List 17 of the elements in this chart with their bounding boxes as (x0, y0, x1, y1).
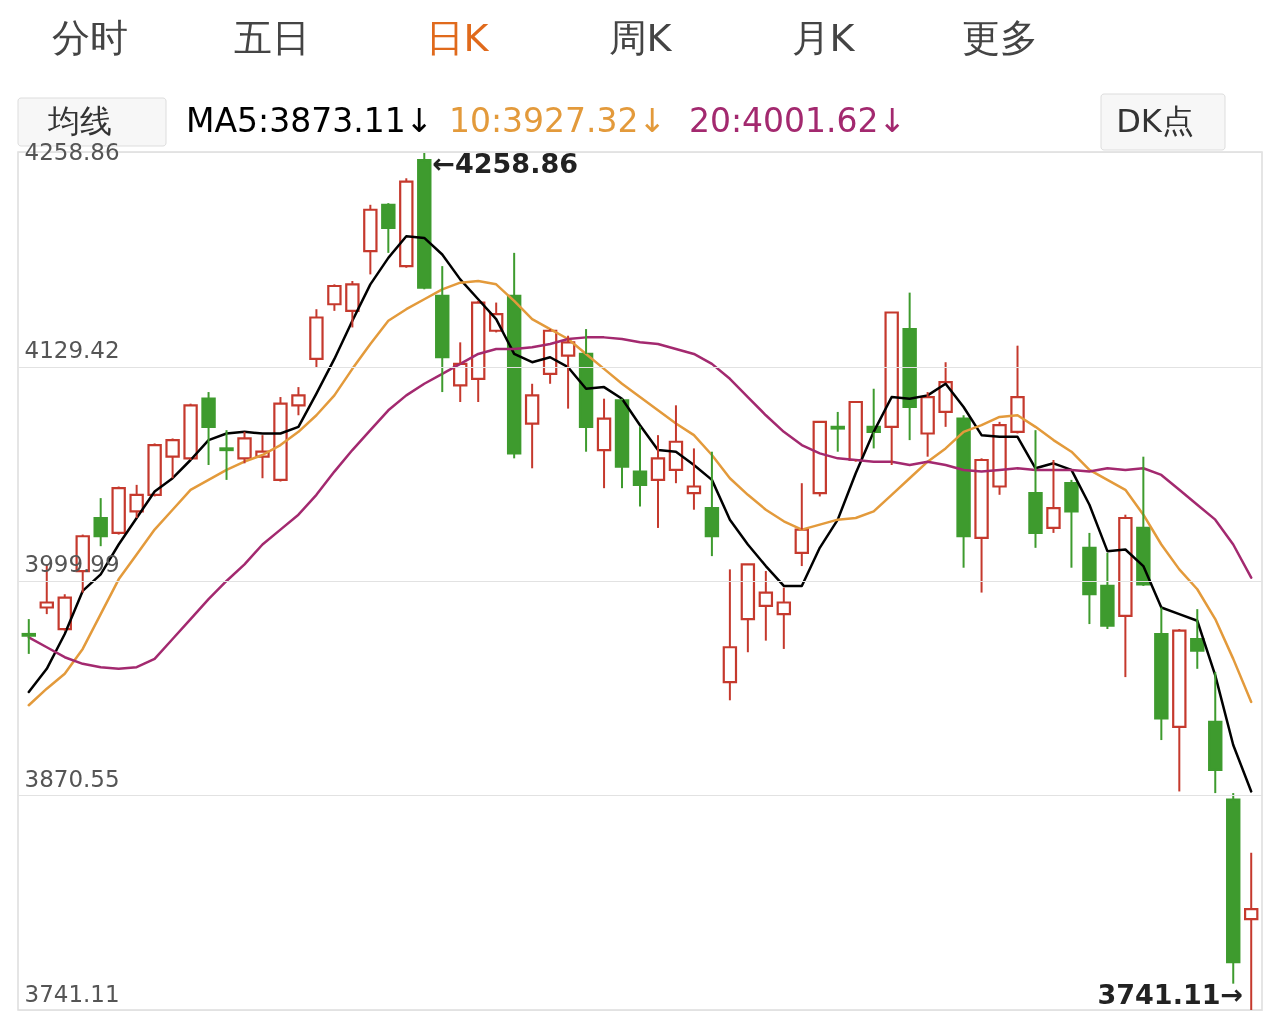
y-tick-label: 3870.55 (24, 766, 120, 792)
text: 10:3927.32↓ (449, 101, 667, 140)
text: 五日 (234, 16, 310, 60)
text: 20:4001.62↓ (689, 101, 907, 140)
text: MA5:3873.11↓ (186, 101, 434, 140)
text: 月K (791, 16, 856, 60)
y-tick-label: 3741.11 (24, 980, 120, 1007)
y-tick-label: 4129.42 (24, 337, 120, 363)
text: 均线 (47, 102, 112, 140)
text: 周K (608, 16, 673, 60)
text: DK点 (1116, 102, 1194, 140)
y-tick-label: 4258.86 (24, 138, 120, 165)
text: 日K (425, 16, 490, 60)
annotation: ←4258.86 (432, 148, 578, 179)
text: 分时 (52, 16, 128, 60)
annotation: 3741.11→ (1097, 979, 1244, 1010)
text: 更多 (962, 16, 1038, 60)
